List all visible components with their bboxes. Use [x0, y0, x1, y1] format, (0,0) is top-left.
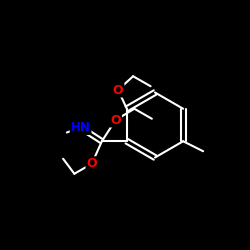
Text: O: O	[113, 84, 124, 96]
Text: HN: HN	[71, 121, 90, 134]
Text: O: O	[110, 114, 121, 126]
Text: O: O	[86, 157, 97, 170]
